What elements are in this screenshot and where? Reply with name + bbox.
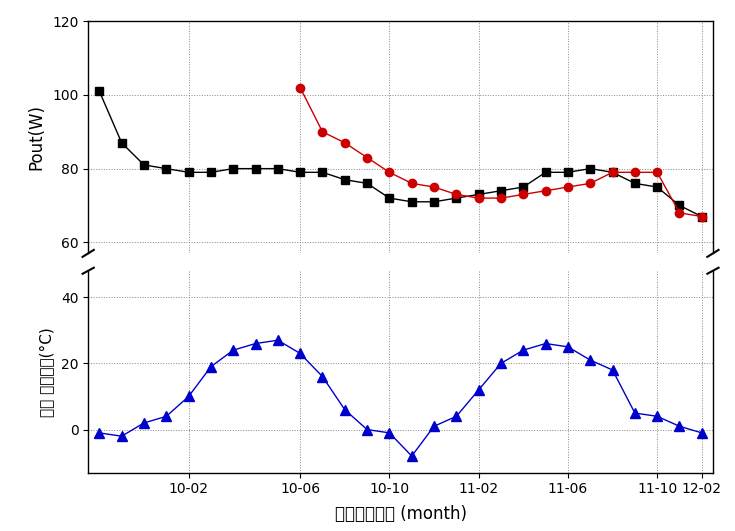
X-axis label: 옥외설치기간 (month): 옥외설치기간 (month)	[334, 504, 467, 523]
Y-axis label: Pout(W): Pout(W)	[27, 104, 45, 170]
Y-axis label: 평균 대기온도(°C): 평균 대기온도(°C)	[39, 327, 54, 416]
